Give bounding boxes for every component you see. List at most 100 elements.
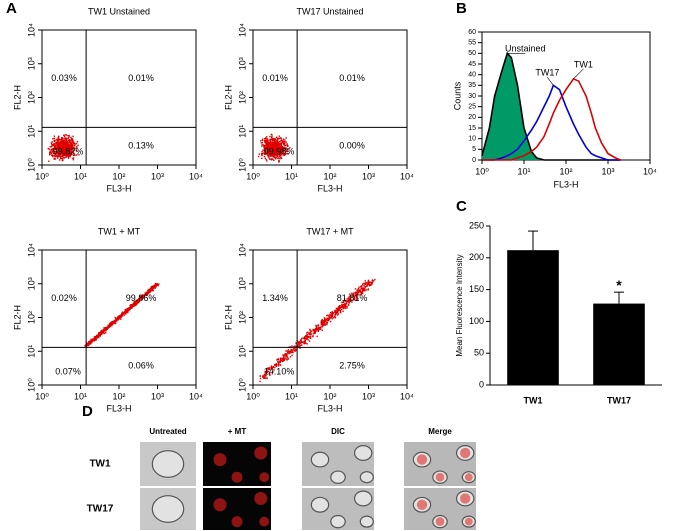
event-dot <box>347 299 350 302</box>
event-dot <box>361 292 364 295</box>
x-tick-label: 10³ <box>151 171 164 181</box>
event-dot <box>348 298 351 301</box>
event-dot <box>293 345 295 348</box>
event-dot <box>63 149 65 151</box>
x-tick-label: 10⁰ <box>246 171 260 181</box>
stained-cell <box>435 517 445 526</box>
event-dot <box>156 283 159 285</box>
event-dot <box>129 306 132 309</box>
event-dot <box>263 139 266 142</box>
event-dot <box>138 300 141 302</box>
event-dot <box>69 148 72 151</box>
event-dot <box>139 295 141 298</box>
event-dot <box>147 289 149 291</box>
event-dot <box>101 331 103 334</box>
event-dot <box>279 152 281 155</box>
event-dot <box>146 294 148 296</box>
event-dot <box>335 307 338 310</box>
event-dot <box>275 363 277 365</box>
event-dot <box>66 140 68 143</box>
event-dot <box>272 151 275 154</box>
bar <box>593 303 645 385</box>
event-dot <box>349 298 352 301</box>
event-dot <box>298 343 301 345</box>
event-dot <box>314 328 317 330</box>
event-dot <box>145 292 148 295</box>
event-dot <box>265 145 267 147</box>
event-dot <box>350 297 352 299</box>
event-dot <box>277 142 280 145</box>
event-dot <box>271 141 273 143</box>
event-dot <box>67 135 69 137</box>
event-dot <box>266 160 268 162</box>
event-dot <box>291 351 293 354</box>
event-dot <box>277 141 280 144</box>
event-dot <box>65 144 67 146</box>
event-dot <box>322 325 324 327</box>
event-dot <box>261 153 263 156</box>
event-dot <box>96 335 98 337</box>
event-dot <box>71 145 73 147</box>
panel-letter: D <box>82 403 93 420</box>
event-dot <box>54 146 57 148</box>
event-dot <box>278 151 281 154</box>
event-dot <box>61 157 63 160</box>
event-dot <box>130 305 132 307</box>
event-dot <box>70 150 73 153</box>
event-dot <box>127 308 130 311</box>
event-dot <box>104 326 107 329</box>
event-dot <box>68 136 70 139</box>
event-dot <box>367 289 370 291</box>
stained-cell <box>254 446 268 460</box>
event-dot <box>139 297 141 299</box>
quadrant-label: 0.01% <box>262 73 288 83</box>
event-dot <box>59 152 61 155</box>
event-dot <box>273 141 276 143</box>
event-dot <box>268 157 270 159</box>
event-dot <box>318 326 321 329</box>
event-dot <box>295 342 297 344</box>
event-dot <box>323 317 326 319</box>
event-dot <box>290 349 293 352</box>
y-tick-label: 10³ <box>26 57 36 70</box>
event-dot <box>52 138 54 140</box>
event-dot <box>333 316 336 318</box>
event-dot <box>67 154 69 156</box>
event-dot <box>331 314 334 316</box>
stained-cell <box>213 498 227 512</box>
column-header: Merge <box>428 427 452 436</box>
event-dot <box>51 144 53 146</box>
event-dot <box>332 317 335 319</box>
event-dot <box>275 144 277 146</box>
event-dot <box>320 322 323 325</box>
event-dot <box>151 286 154 288</box>
event-dot <box>150 289 152 291</box>
event-dot <box>281 359 283 362</box>
event-dot <box>351 292 353 295</box>
event-dot <box>336 311 339 314</box>
event-dot <box>66 144 68 146</box>
event-dot <box>309 331 311 334</box>
event-dot <box>282 141 285 143</box>
event-dot <box>127 311 129 314</box>
quadrant-label: 0.07% <box>55 367 81 377</box>
event-dot <box>329 314 331 317</box>
event-dot <box>53 152 56 154</box>
event-dot <box>324 323 326 325</box>
event-dot <box>269 368 271 370</box>
y-tick-label: 10⁰ <box>237 158 247 172</box>
event-dot <box>278 148 280 151</box>
series-label: TW17 <box>535 68 559 78</box>
y-tick-label: 10⁰ <box>237 378 247 392</box>
event-dot <box>123 311 126 313</box>
event-dot <box>284 147 287 149</box>
event-dot <box>266 142 268 145</box>
event-dot <box>69 141 72 144</box>
event-dot <box>65 142 68 145</box>
event-dot <box>268 143 271 146</box>
event-dot <box>364 286 366 288</box>
event-dot <box>274 147 277 150</box>
event-dot <box>74 143 76 145</box>
event-dot <box>119 316 121 319</box>
